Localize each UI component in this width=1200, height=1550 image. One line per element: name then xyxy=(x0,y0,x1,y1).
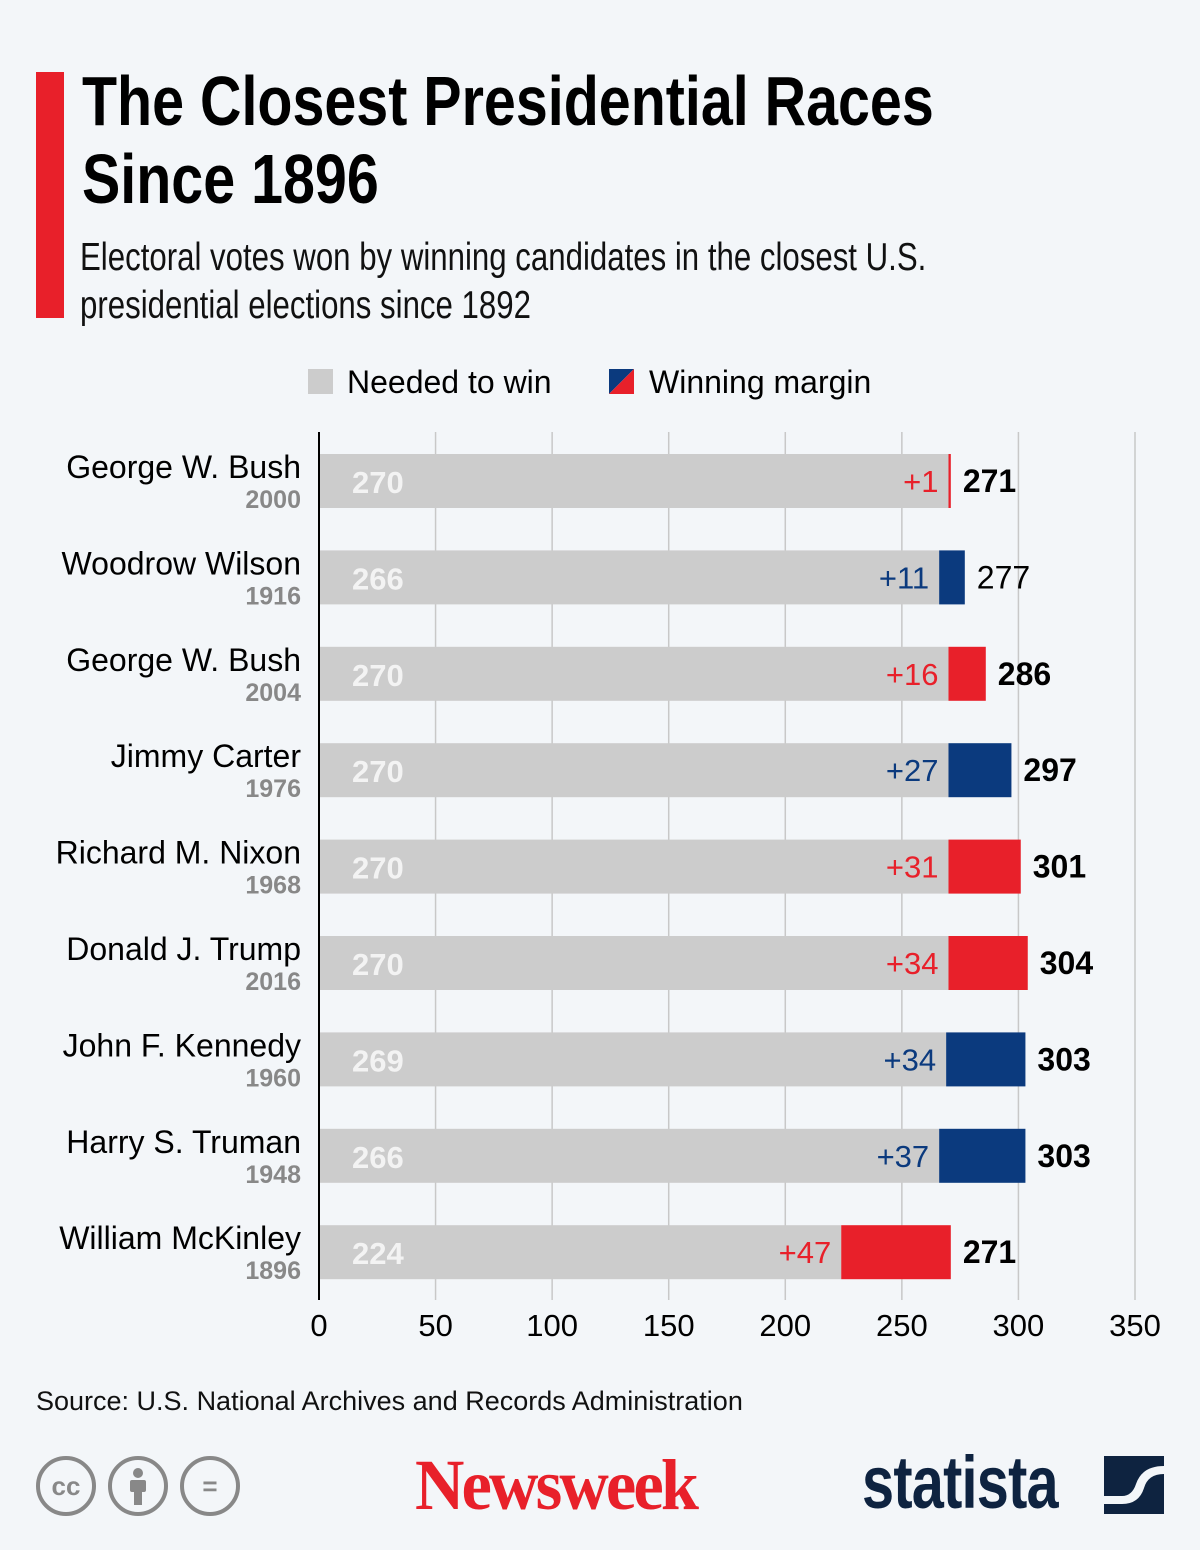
margin-label: +47 xyxy=(779,1235,832,1270)
margin-label: +31 xyxy=(886,850,939,885)
candidate-name: John F. Kennedy xyxy=(63,1027,301,1063)
total-label: 304 xyxy=(1040,945,1094,981)
legend-swatch-needed xyxy=(308,369,333,394)
bar-needed xyxy=(319,1128,940,1183)
bar-margin xyxy=(948,936,1028,990)
election-year: 1976 xyxy=(245,775,301,803)
total-label: 277 xyxy=(977,559,1030,595)
margin-label: +11 xyxy=(879,560,929,595)
no-derivatives-icon: = xyxy=(180,1456,240,1516)
needed-value-label: 270 xyxy=(352,947,404,982)
candidate-name: George W. Bush xyxy=(66,642,301,678)
candidate-name: Jimmy Carter xyxy=(111,738,302,774)
bar-needed xyxy=(319,743,949,798)
bar-needed xyxy=(319,550,940,605)
bar-margin xyxy=(939,550,965,605)
title-line-1: The Closest Presidential Races xyxy=(82,62,934,140)
title-line-2: Since 1896 xyxy=(82,140,379,218)
bar-needed xyxy=(319,454,949,508)
x-tick-label: 200 xyxy=(759,1308,811,1343)
margin-label: +34 xyxy=(886,946,939,981)
total-label: 303 xyxy=(1037,1041,1090,1077)
bar-margin xyxy=(948,743,1012,798)
title-accent-bar xyxy=(36,72,64,318)
bar-margin xyxy=(946,1032,1026,1087)
x-tick-label: 250 xyxy=(876,1308,928,1343)
candidate-name: Richard M. Nixon xyxy=(56,835,301,871)
needed-value-label: 270 xyxy=(352,754,404,789)
bar-margin xyxy=(948,646,986,701)
candidate-name: Woodrow Wilson xyxy=(62,545,301,581)
needed-value-label: 266 xyxy=(352,561,404,596)
bar-needed xyxy=(319,1032,947,1087)
chart-subtitle: Electoral votes won by winning candidate… xyxy=(80,234,926,330)
x-tick-label: 100 xyxy=(526,1308,578,1343)
total-label: 297 xyxy=(1023,752,1076,788)
x-tick-label: 300 xyxy=(993,1308,1045,1343)
cc-icon: cc xyxy=(36,1456,96,1516)
total-label: 271 xyxy=(963,463,1016,499)
statista-mark-icon xyxy=(1104,1456,1164,1514)
total-label: 286 xyxy=(998,656,1051,692)
x-tick-label: 0 xyxy=(310,1308,327,1343)
x-tick-label: 350 xyxy=(1109,1308,1161,1343)
x-tick-label: 50 xyxy=(418,1308,452,1343)
bar-margin xyxy=(948,454,951,508)
bar-margin xyxy=(948,839,1021,894)
bar-needed xyxy=(319,646,949,701)
candidate-name: George W. Bush xyxy=(66,449,301,485)
bar-needed xyxy=(319,936,949,990)
needed-value-label: 224 xyxy=(352,1236,404,1271)
bar-chart: Needed to win Winning margin 0 50 100 150 200 2… xyxy=(56,364,1161,1343)
election-year: 1916 xyxy=(245,582,301,610)
margin-label: +16 xyxy=(886,657,939,692)
election-year: 1968 xyxy=(245,872,301,900)
bar-margin xyxy=(939,1128,1026,1183)
margin-label: +27 xyxy=(886,753,939,788)
total-label: 303 xyxy=(1037,1138,1090,1174)
election-year: 1896 xyxy=(245,1257,301,1285)
newsweek-logo: Newsweek xyxy=(415,1445,699,1525)
needed-value-label: 270 xyxy=(352,851,404,886)
needed-value-label: 270 xyxy=(352,465,404,500)
statista-logo: statista xyxy=(862,1441,1059,1524)
candidate-name: Donald J. Trump xyxy=(66,931,301,967)
x-tick-label: 150 xyxy=(643,1308,695,1343)
subtitle-line-1: Electoral votes won by winning candidate… xyxy=(80,236,927,279)
subtitle-line-2: presidential elections since 1892 xyxy=(80,284,531,327)
election-year: 1960 xyxy=(245,1064,301,1092)
candidate-name: William McKinley xyxy=(59,1220,301,1256)
bar-needed xyxy=(319,1225,842,1280)
source-note: Source: U.S. National Archives and Recor… xyxy=(36,1386,743,1416)
attribution-icon xyxy=(108,1456,168,1516)
needed-value-label: 266 xyxy=(352,1140,404,1175)
total-label: 301 xyxy=(1033,849,1086,885)
needed-value-label: 270 xyxy=(352,658,404,693)
candidate-name: Harry S. Truman xyxy=(66,1124,301,1160)
legend-label-needed: Needed to win xyxy=(347,364,552,400)
margin-label: +1 xyxy=(903,464,938,499)
election-year: 2016 xyxy=(245,968,301,996)
election-year: 2004 xyxy=(245,679,301,707)
margin-label: +37 xyxy=(877,1139,930,1174)
election-year: 1948 xyxy=(245,1161,301,1189)
margin-label: +34 xyxy=(884,1042,937,1077)
bar-margin xyxy=(841,1225,951,1280)
total-label: 271 xyxy=(963,1234,1016,1270)
chart-title: The Closest Presidential Races Since 189… xyxy=(82,62,934,218)
election-year: 2000 xyxy=(245,486,301,514)
needed-value-label: 269 xyxy=(352,1043,404,1078)
bar-needed xyxy=(319,839,949,894)
legend-label-margin: Winning margin xyxy=(649,364,871,400)
legend-swatch-margin-red xyxy=(609,369,634,394)
